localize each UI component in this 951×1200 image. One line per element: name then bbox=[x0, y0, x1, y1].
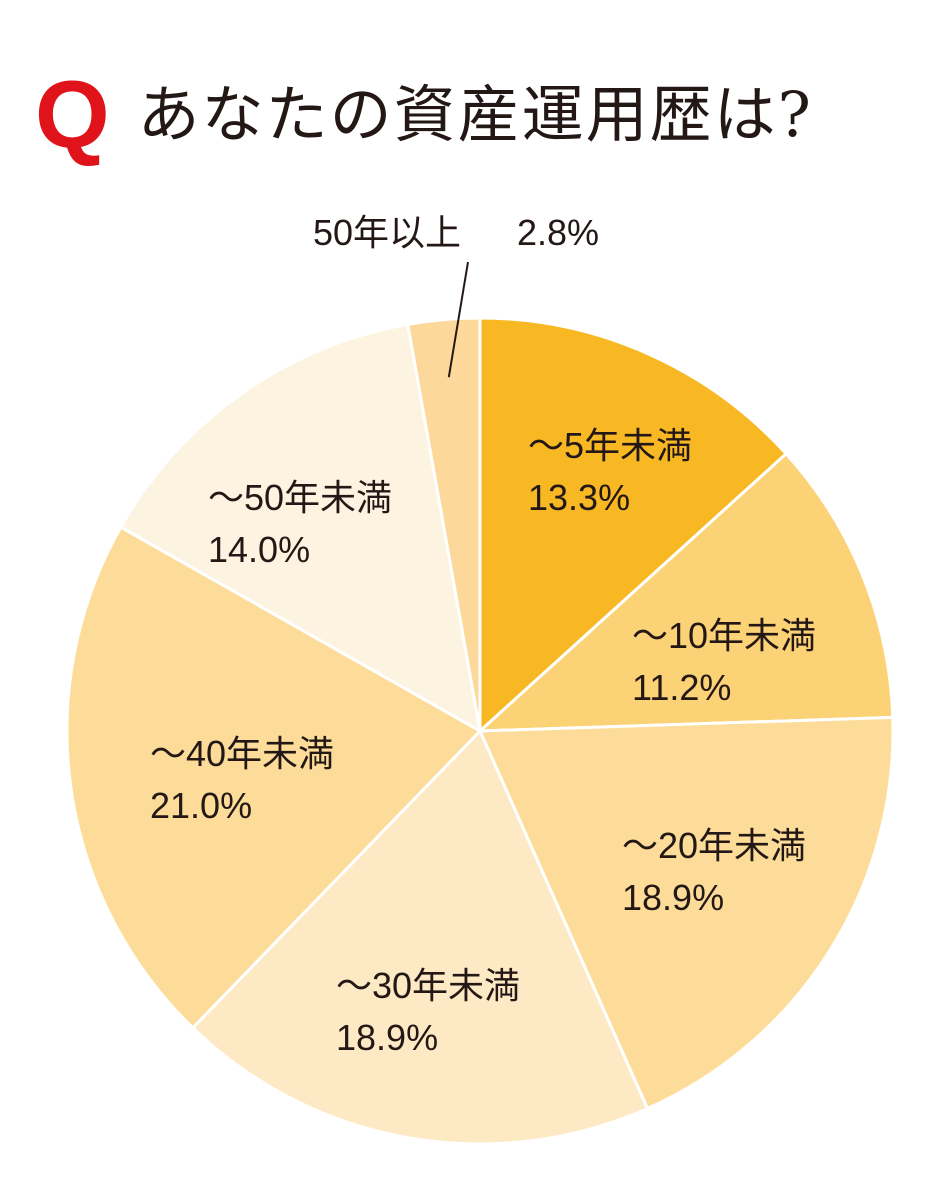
slice-value-label: 14.0% bbox=[208, 529, 310, 570]
slice-label: ～40年未満 bbox=[150, 733, 334, 774]
pie-slice bbox=[65, 525, 482, 1030]
pie-slice bbox=[406, 316, 482, 733]
pie-slices bbox=[65, 316, 895, 1146]
chart-title: Q あなたの資産運用歴は? bbox=[35, 60, 813, 170]
slice-label: ～30年未満 bbox=[336, 965, 520, 1006]
pie-slice bbox=[191, 729, 649, 1146]
slice-value-label: 2.8% bbox=[517, 212, 599, 253]
slice-label: ～5年未満 bbox=[528, 425, 692, 466]
pie-slice bbox=[478, 452, 895, 733]
pie-slice bbox=[478, 316, 788, 733]
question-text: あなたの資産運用歴は? bbox=[137, 78, 813, 151]
leader-line bbox=[447, 261, 469, 378]
slice-value-label: 11.2% bbox=[632, 667, 731, 708]
slice-value-label: 13.3% bbox=[528, 477, 630, 518]
slice-value-label: 18.9% bbox=[622, 877, 724, 918]
slice-value-label: 21.0% bbox=[150, 785, 252, 826]
slice-label: ～20年未満 bbox=[622, 825, 806, 866]
slice-value-label: 18.9% bbox=[336, 1017, 438, 1058]
q-icon: Q bbox=[35, 61, 110, 168]
slice-label: 50年以上 bbox=[313, 212, 461, 253]
pie-slice bbox=[478, 715, 895, 1111]
slice-label: ～10年未満 bbox=[632, 615, 816, 656]
slice-label: ～50年未満 bbox=[208, 477, 392, 518]
pie-slice bbox=[119, 322, 482, 733]
